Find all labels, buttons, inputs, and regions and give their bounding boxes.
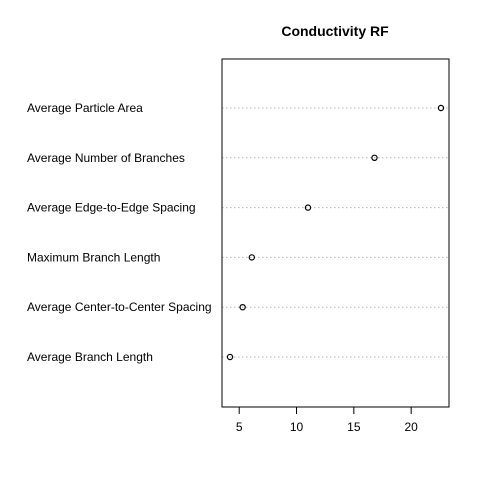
data-point <box>239 304 246 311</box>
category-labels: Average Particle Area Average Number of B… <box>27 101 212 364</box>
chart-title: Conductivity RF <box>281 23 389 39</box>
x-axis: 5 10 15 20 <box>236 406 418 434</box>
category-label: Average Edge-to-Edge Spacing <box>27 201 196 215</box>
guide-lines <box>222 107 449 358</box>
data-point <box>371 154 378 161</box>
category-label: Average Particle Area <box>27 101 143 115</box>
plot-frame <box>221 58 450 408</box>
x-tick-label: 5 <box>236 420 243 434</box>
category-label: Average Branch Length <box>27 350 153 364</box>
data-point <box>226 353 234 361</box>
category-label: Average Center-to-Center Spacing <box>27 300 212 314</box>
x-tick-label: 20 <box>404 420 418 434</box>
x-tick-label: 15 <box>347 420 361 434</box>
data-point <box>304 204 312 211</box>
x-tick-label: 10 <box>290 420 304 434</box>
category-label: Maximum Branch Length <box>27 250 160 264</box>
data-point <box>437 104 445 112</box>
data-point <box>248 254 256 261</box>
data-points <box>226 104 445 361</box>
category-label: Average Number of Branches <box>27 151 185 165</box>
